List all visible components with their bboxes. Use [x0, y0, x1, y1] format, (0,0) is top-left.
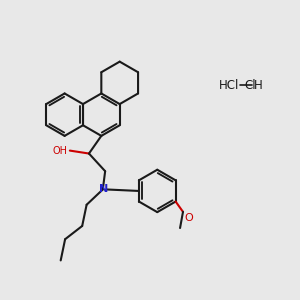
Text: H: H [254, 79, 262, 92]
Text: HCl: HCl [219, 79, 240, 92]
Text: OH: OH [52, 146, 68, 156]
Text: Cl: Cl [244, 79, 256, 92]
Text: N: N [99, 184, 108, 194]
Text: O: O [184, 213, 193, 223]
